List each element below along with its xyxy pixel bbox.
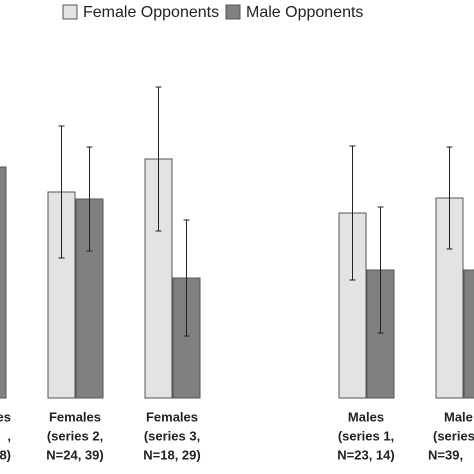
x-tick-label: (series 2, (47, 428, 103, 443)
legend-swatch (225, 4, 241, 20)
x-tick-label: (series (433, 428, 474, 443)
bar (463, 269, 474, 399)
x-tick-label: Females (49, 409, 101, 424)
x-tick-label: Male (444, 409, 473, 424)
x-tick-label: , (7, 428, 11, 443)
x-tick-label: N=24, 39) (46, 447, 103, 462)
legend-swatch (62, 4, 78, 20)
legend-label: Female Opponents (83, 4, 219, 21)
x-tick-label: Males (348, 409, 384, 424)
x-tick-label: (series 3, (144, 428, 200, 443)
x-tick-label: Females (146, 409, 198, 424)
legend-label: Male Opponents (246, 4, 363, 21)
x-tick-label: es (0, 409, 11, 424)
x-tick-label: N=39, (428, 447, 463, 462)
bar (0, 166, 7, 399)
x-tick-label: N=23, 14) (337, 447, 394, 462)
x-tick-label: 8) (0, 447, 11, 462)
x-tick-label: (series 1, (338, 428, 394, 443)
x-tick-label: N=18, 29) (143, 447, 200, 462)
